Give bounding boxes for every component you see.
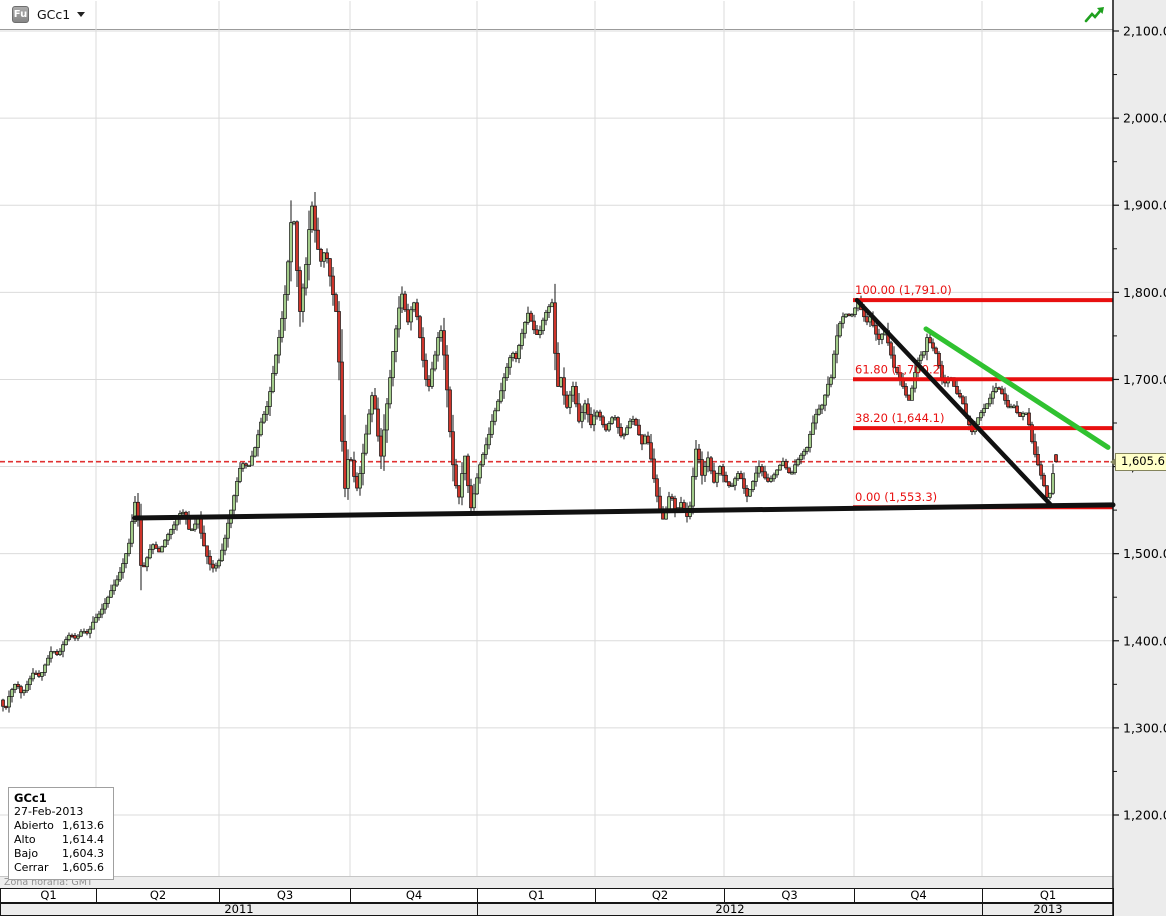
tooltip-row: Cerrar 1,605.6 bbox=[14, 861, 104, 874]
y-axis-label: 1,900.0 bbox=[1123, 198, 1166, 213]
x-axis-quarter-cell: Q3 bbox=[219, 888, 351, 903]
x-axis-quarter-cell: Q2 bbox=[595, 888, 725, 903]
fib-level-label: 0.00 (1,553.3) bbox=[855, 490, 937, 504]
instrument-symbol[interactable]: GCc1 bbox=[37, 7, 71, 22]
x-axis-quarter-cell: Q3 bbox=[724, 888, 855, 903]
y-axis-label: 1,700.0 bbox=[1123, 372, 1166, 387]
trend-arrow-icon[interactable] bbox=[1084, 6, 1106, 24]
x-axis-quarter-row: Q1 Q2 Q3 Q4 Q1 Q2 Q3 Q4 Q1 bbox=[0, 888, 1114, 903]
last-price-tag: 1,605.6 bbox=[1110, 452, 1166, 471]
x-axis-quarter-cell: Q1 bbox=[982, 888, 1114, 903]
y-axis-label: 1,500.0 bbox=[1123, 546, 1166, 561]
trendline-descending-resistance[interactable] bbox=[854, 297, 1053, 507]
tooltip-date: 27-Feb-2013 bbox=[14, 805, 84, 818]
fib-level-label: 61.80 (1,700.2) bbox=[855, 362, 944, 376]
candlesticks bbox=[1, 192, 1058, 713]
x-axis-quarter-cell: Q2 bbox=[96, 888, 220, 903]
x-axis-quarter-cell: Q1 bbox=[0, 888, 97, 903]
fib-level-label: 100.00 (1,791.0) bbox=[855, 283, 952, 297]
instrument-type-badge: Fu bbox=[12, 6, 29, 23]
chevron-down-icon[interactable] bbox=[77, 12, 86, 17]
tooltip-row: Abierto 1,613.6 bbox=[14, 819, 104, 832]
y-axis-label: 2,100.0 bbox=[1123, 24, 1166, 39]
y-axis-label: 1,400.0 bbox=[1123, 633, 1166, 648]
fibonacci-retracement: 100.00 (1,791.0) 61.80 (1,700.2) 38.20 (1,… bbox=[853, 283, 1113, 510]
x-axis-quarter-cell: Q4 bbox=[854, 888, 983, 903]
tooltip-row: Alto 1,614.4 bbox=[14, 833, 104, 846]
y-axis-label: 1,800.0 bbox=[1123, 285, 1166, 300]
x-axis-quarter-cell: Q1 bbox=[477, 888, 596, 903]
top-bar: Fu GCc1 bbox=[0, 0, 1113, 30]
gridlines bbox=[0, 1, 1113, 876]
y-axis-label: 2,000.0 bbox=[1123, 111, 1166, 126]
fib-level-label: 38.20 (1,644.1) bbox=[855, 411, 944, 425]
tooltip-symbol: GCc1 bbox=[14, 791, 47, 805]
trendline-horizontal-support[interactable] bbox=[132, 502, 1116, 521]
y-axis-label: 1,200.0 bbox=[1123, 808, 1166, 823]
trendline-descending-channel-green[interactable] bbox=[923, 326, 1111, 450]
x-axis-quarter-cell: Q4 bbox=[350, 888, 478, 903]
ohlc-tooltip: GCc1 27-Feb-2013 Abierto 1,613.6 Alto 1,614… bbox=[8, 787, 114, 880]
tooltip-row: Bajo 1,604.3 bbox=[14, 847, 104, 860]
y-axis-label: 1,300.0 bbox=[1123, 720, 1166, 735]
timezone-note: Zona horaria: GMT bbox=[0, 876, 1113, 888]
